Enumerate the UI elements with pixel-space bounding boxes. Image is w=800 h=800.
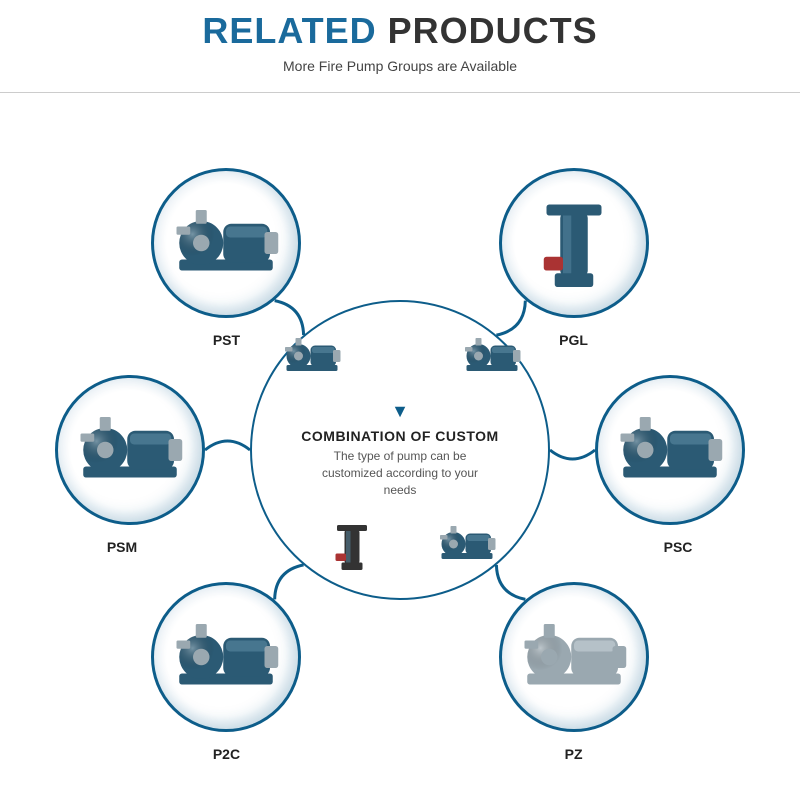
diagram: ▼ COMBINATION OF CUSTOM The type of pump…	[0, 100, 800, 800]
center-mini-pump-tl	[282, 332, 342, 374]
product-node-psc[interactable]	[595, 375, 745, 525]
product-node-p2c[interactable]	[151, 582, 301, 732]
center-circle: ▼ COMBINATION OF CUSTOM The type of pump…	[250, 300, 550, 600]
product-node-pz[interactable]	[499, 582, 649, 732]
product-label-psc: PSC	[664, 539, 693, 555]
chevron-down-icon: ▼	[391, 401, 409, 422]
center-mini-pump-bl	[322, 522, 382, 564]
center-mini-pump-tr	[462, 332, 522, 374]
page-subtitle: More Fire Pump Groups are Available	[0, 58, 800, 74]
center-mini-pump-br	[437, 520, 497, 562]
center-body: The type of pump can be customized accor…	[310, 448, 490, 498]
product-label-pz: PZ	[565, 746, 583, 762]
divider	[0, 92, 800, 93]
product-label-pst: PST	[213, 332, 240, 348]
product-label-pgl: PGL	[559, 332, 588, 348]
product-label-psm: PSM	[107, 539, 137, 555]
title-rest: PRODUCTS	[377, 10, 598, 51]
product-node-psm[interactable]	[55, 375, 205, 525]
header: RELATED PRODUCTS More Fire Pump Groups a…	[0, 0, 800, 74]
product-node-pst[interactable]	[151, 168, 301, 318]
page-title: RELATED PRODUCTS	[0, 10, 800, 52]
center-wrap: ▼ COMBINATION OF CUSTOM The type of pump…	[250, 300, 550, 600]
product-label-p2c: P2C	[213, 746, 240, 762]
center-heading: COMBINATION OF CUSTOM	[301, 428, 498, 444]
product-node-pgl[interactable]	[499, 168, 649, 318]
title-accent: RELATED	[202, 10, 376, 51]
